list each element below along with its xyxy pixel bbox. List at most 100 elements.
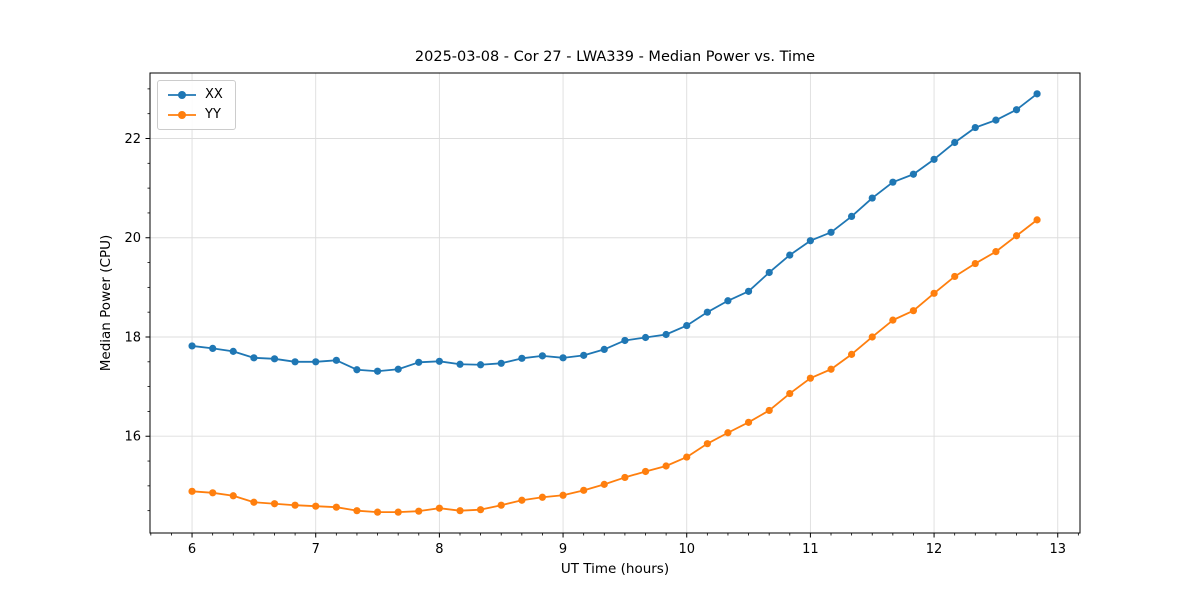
series-yy-marker [497, 501, 505, 509]
series-yy-marker [951, 272, 959, 281]
series-yy-marker [415, 507, 423, 515]
series-yy-marker [538, 493, 547, 501]
series-yy-marker [703, 440, 711, 448]
legend-item-yy: YY [167, 106, 223, 123]
series-xx-marker [1033, 90, 1041, 98]
x-tick-label: 10 [678, 542, 695, 557]
x-axis-label: UT Time (hours) [560, 561, 670, 577]
series-yy-marker [600, 480, 608, 488]
x-tick-label: 12 [926, 542, 943, 557]
series-xx-marker [827, 228, 835, 236]
series-xx-marker [1012, 106, 1021, 114]
series-xx-marker [538, 352, 547, 360]
series-yy-marker [270, 500, 279, 508]
legend-item-xx: XX [167, 86, 223, 103]
series-yy-marker [909, 307, 918, 315]
series-xx-marker [662, 330, 670, 339]
x-tick-label: 7 [312, 542, 320, 557]
series-yy-marker [394, 508, 402, 516]
series-xx-marker [394, 365, 402, 373]
series-yy-marker [847, 350, 856, 358]
series-yy-marker [312, 502, 320, 510]
legend-swatch-xx-line-marker-icon [168, 90, 196, 99]
series-yy-marker [291, 501, 299, 509]
series-yy-marker [229, 492, 237, 500]
y-tick-label: 18 [124, 330, 141, 345]
series-yy-marker [559, 491, 567, 499]
series-xx-marker [909, 170, 918, 178]
x-tick-label: 6 [188, 542, 196, 557]
series-yy-marker [641, 467, 650, 476]
x-tick-label: 11 [802, 542, 819, 557]
x-tick-label: 9 [559, 542, 567, 557]
series-xx-marker [641, 333, 650, 342]
series-xx-marker [373, 367, 382, 375]
series-yy-marker [188, 487, 196, 495]
series-xx-marker [580, 351, 588, 359]
series-xx-marker [951, 138, 959, 147]
series-xx-marker [600, 345, 608, 353]
series-yy-marker [435, 504, 443, 512]
series-xx-marker [847, 212, 856, 221]
series-xx-marker [229, 347, 237, 355]
series-yy-marker [683, 453, 691, 461]
series-xx-marker [868, 194, 876, 202]
series-xx-marker [456, 360, 464, 368]
series-yy-marker [786, 389, 794, 398]
series-yy-marker [456, 507, 464, 515]
series-xx-marker [270, 355, 279, 363]
series-yy-marker [1012, 232, 1021, 240]
series-xx-marker [435, 357, 443, 365]
series-yy-marker [580, 486, 588, 494]
series-yy-marker [1033, 216, 1041, 224]
x-tick-label: 13 [1049, 542, 1066, 557]
series-xx-marker [992, 116, 1000, 124]
series-xx-marker [332, 356, 340, 364]
series-yy-marker [806, 374, 814, 382]
axes-spines [149, 72, 1081, 534]
chart-title: 2025-03-08 - Cor 27 - LWA339 - Median Po… [414, 49, 816, 65]
y-tick-label: 22 [124, 132, 141, 147]
series-xx-marker [930, 155, 938, 163]
y-tick-label: 20 [124, 231, 141, 246]
series-xx-marker [703, 308, 711, 316]
series-xx-marker [621, 336, 629, 345]
y-axis-label: Median Power (CPU) [98, 234, 114, 372]
series-yy-marker [889, 316, 897, 324]
series-xx-marker [476, 361, 485, 369]
series-xx-marker [518, 354, 526, 362]
legend-swatch-yy-line-marker-icon [168, 110, 196, 119]
series-xx-marker [250, 354, 258, 362]
series-xx-marker [889, 178, 897, 186]
legend-label-xx: XX [205, 87, 223, 102]
series-xx-marker [806, 237, 814, 245]
series-yy-line [191, 219, 1038, 514]
series-xx-marker [497, 359, 505, 367]
series-xx-marker [786, 251, 794, 259]
series-xx-marker [765, 268, 773, 277]
series-xx-marker [724, 297, 732, 305]
series-yy-marker [744, 418, 753, 426]
series-yy-marker [353, 507, 361, 515]
series-xx-marker [209, 344, 217, 353]
series-xx-marker [291, 358, 299, 366]
series-yy-marker [724, 429, 732, 437]
series-yy-marker [209, 489, 217, 497]
series-xx-marker [744, 287, 753, 295]
series-yy-marker [250, 498, 258, 506]
legend-label-yy: YY [205, 107, 221, 122]
series-xx-marker [971, 123, 979, 132]
series-xx-marker [415, 358, 423, 366]
series-yy-marker [476, 506, 485, 514]
series-xx-line [191, 93, 1038, 373]
series-xx-marker [353, 366, 361, 374]
series-yy-marker [827, 365, 835, 373]
series-yy-marker [868, 333, 876, 341]
series-yy-marker [621, 473, 629, 482]
series-xx-marker [312, 358, 320, 366]
series-yy-marker [971, 259, 979, 268]
series-yy-marker [930, 289, 938, 297]
series-yy-marker [518, 496, 526, 504]
